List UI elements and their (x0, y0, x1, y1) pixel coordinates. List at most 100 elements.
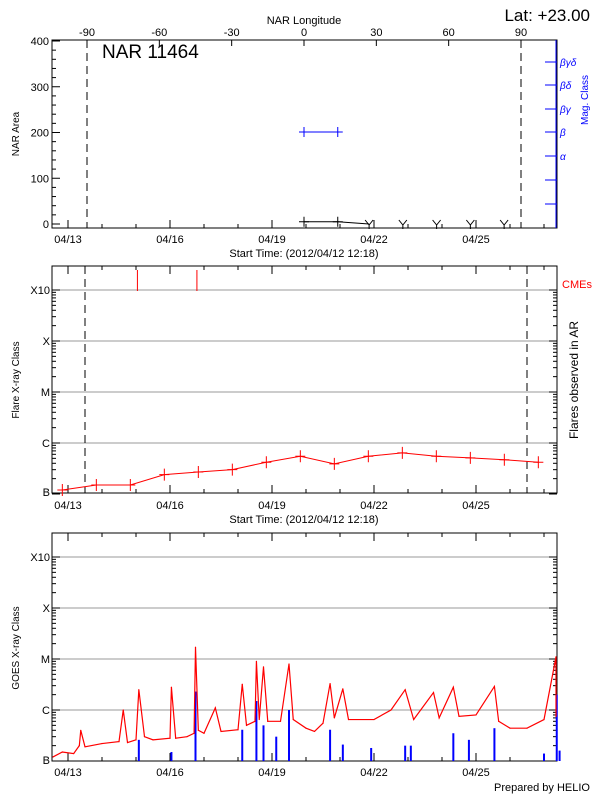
goes-flux-point (170, 686, 173, 688)
x-tick-label: 04/16 (156, 500, 184, 512)
goes-flux-point (347, 718, 350, 721)
goes-flux-point (193, 732, 195, 734)
off-disk-arrow (465, 219, 475, 229)
flare-point (227, 463, 238, 476)
goes-flux-point (84, 746, 86, 748)
y-tick-label: 100 (31, 173, 49, 185)
y-axis-title: Flare X-ray Class (11, 341, 22, 418)
goes-flux-point (526, 727, 528, 729)
mag-class-point (332, 127, 343, 137)
goes-flux-point (373, 718, 375, 721)
plot-frame (51, 265, 558, 494)
x-tick-label: 04/25 (462, 500, 490, 512)
top-tick-label: 30 (370, 27, 382, 39)
goes-flux-point (197, 729, 199, 731)
goes-flux-point (267, 720, 269, 722)
mag-class-label: βδ (559, 81, 572, 92)
goes-flux-point (452, 686, 454, 688)
mag-class-label: α (560, 152, 566, 163)
goes-flux-point (143, 736, 146, 738)
mag-class-label: β (559, 128, 566, 139)
y-axis-title: NAR Area (11, 111, 22, 156)
goes-flux-point (279, 720, 282, 722)
goes-flux-point (288, 663, 290, 665)
x-tick-label: 04/22 (360, 500, 388, 512)
x-axis-title: Start Time: (2012/04/12 12:18) (229, 248, 378, 260)
goes-flux-point (509, 727, 511, 729)
mag-class-label: βγδ (559, 58, 577, 69)
flare-point (329, 457, 340, 470)
panel-nar-area: Lat: +23.00 NAR Longitude NAR 11464 NAR … (11, 6, 591, 260)
x-tick-label: 04/22 (360, 234, 388, 246)
flare-point (363, 450, 374, 463)
goes-flux-point (498, 720, 500, 722)
goes-flux-point (194, 646, 197, 648)
goes-flux-point (152, 739, 154, 741)
goes-flux-point (135, 739, 137, 741)
goes-flux-point (255, 660, 258, 662)
y-tick-label: B (43, 487, 50, 499)
goes-flux-point (169, 737, 171, 739)
top-tick-label: -60 (151, 27, 167, 39)
flare-point (533, 456, 544, 469)
goes-flux-point (413, 718, 415, 721)
x-tick-label: 04/22 (360, 767, 388, 779)
goes-flux-point (432, 691, 435, 694)
y-tick-label: M (41, 654, 50, 666)
goes-flux-point (245, 724, 248, 726)
goes-flux-point (543, 718, 545, 721)
cme-label: CMEs (562, 279, 592, 291)
area-point (332, 216, 343, 227)
goes-flux-point (118, 741, 120, 743)
goes-flux-point (52, 756, 54, 758)
goes-flux-point (220, 730, 222, 733)
goes-flux-point (390, 709, 392, 711)
goes-flux-point (138, 689, 140, 691)
top-axis-title: NAR Longitude (267, 15, 342, 27)
goes-flux-point (555, 656, 557, 658)
plot-area: 04/13 04/16 04/19 04/22 04/25 B C M X X10 (30, 265, 558, 512)
goes-flux-point (438, 717, 440, 719)
goes-flux-point (73, 752, 75, 755)
y-tick-label: 400 (31, 36, 49, 48)
goes-flux-point (555, 715, 557, 717)
goes-flux-point (122, 709, 124, 711)
y-tick-label: C (42, 705, 50, 717)
goes-flux-point (126, 741, 129, 744)
flare-point (261, 456, 272, 469)
x-tick-label: 04/25 (462, 767, 490, 779)
off-disk-arrow (499, 219, 509, 229)
top-tick-label: 90 (515, 27, 527, 39)
y-axis-title: GOES X-ray Class (11, 606, 22, 689)
goes-flux-point (258, 718, 260, 721)
x-tick-label: 04/16 (156, 767, 184, 779)
right-axis-title: Flares observed in AR (567, 321, 581, 439)
x-tick-label: 04/16 (156, 234, 184, 246)
goes-flux-point (555, 709, 557, 711)
goes-flux-point (175, 737, 177, 739)
x-tick-label: 04/13 (54, 767, 82, 779)
flare-point (125, 479, 136, 492)
x-tick-label: 04/19 (258, 767, 286, 779)
credit-text: Prepared by HELIO (494, 782, 590, 794)
goes-flux-point (237, 729, 239, 731)
goes-flux-point (186, 736, 188, 738)
top-tick-label: 0 (301, 27, 307, 39)
goes-flux-point (214, 707, 216, 709)
x-axis-title: Start Time: (2012/04/12 12:18) (229, 514, 378, 526)
panel-title: NAR 11464 (102, 42, 199, 63)
goes-flux-point (333, 717, 335, 719)
goes-flux-point (262, 666, 265, 668)
panel-flare-class: Flare X-ray Class Flares observed in AR … (11, 265, 592, 526)
goes-flux-point (101, 742, 103, 745)
flare-point (465, 451, 476, 464)
goes-flux-point (78, 745, 80, 747)
goes-flux-line (52, 647, 557, 758)
flare-point (193, 466, 204, 478)
y-tick-label: M (41, 387, 50, 399)
y-tick-label: 300 (31, 82, 49, 94)
right-axis-title: Mag. Class (580, 75, 591, 125)
goes-flux-point (305, 727, 307, 729)
